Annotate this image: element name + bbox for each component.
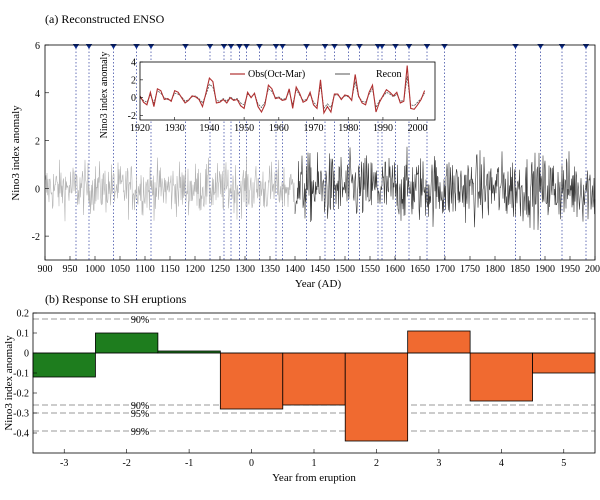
- bar: [95, 332, 159, 354]
- x-tick-label: 1100: [135, 264, 155, 275]
- inset-y-ticks: -2 0 2 4: [128, 58, 143, 122]
- y-tick-label: -0.4: [13, 429, 29, 440]
- x-tick-label: 1: [312, 458, 317, 469]
- threshold-label: 90%: [131, 315, 149, 326]
- inset-legend: Obs(Oct-Mar) Recon: [230, 69, 402, 80]
- inset-x-tick-label: 1920: [130, 123, 150, 134]
- inset-y-tick-label: 0: [131, 93, 136, 104]
- panel-b-thresholds: 90%90%95%99%: [33, 315, 595, 438]
- panel-b: (b) Response to SH eruptions 90%90%95%99…: [3, 292, 596, 484]
- x-tick-label: 2: [374, 458, 379, 469]
- x-tick-label: 1150: [160, 264, 180, 275]
- x-tick-label: 1800: [485, 264, 505, 275]
- panel-a-x-ticks: 900 950 1000 1050 1100 1150 1200 1250 1300 1350 14…: [38, 256, 600, 275]
- x-tick-label: -1: [185, 458, 193, 469]
- panel-a-series: [44, 146, 596, 231]
- inset-obs-line: [139, 65, 426, 115]
- x-tick-label: 900: [38, 264, 53, 275]
- x-tick-label: 950: [63, 264, 78, 275]
- x-tick-label: 5: [561, 458, 566, 469]
- bar: [469, 352, 533, 402]
- x-tick-label: 2000: [585, 264, 600, 275]
- x-tick-label: 1300: [235, 264, 255, 275]
- inset-x-tick-label: 1980: [338, 123, 358, 134]
- x-tick-label: 1500: [335, 264, 355, 275]
- x-tick-label: 1200: [185, 264, 205, 275]
- panel-b-y-ticks: -0.4 -0.3 -0.2 -0.1 0 0.1 0.2: [13, 309, 37, 440]
- x-tick-label: 1350: [260, 264, 280, 275]
- x-tick-label: -3: [60, 458, 68, 469]
- y-tick-label: 0.1: [17, 329, 30, 340]
- bar: [282, 352, 346, 406]
- y-tick-label: 4: [35, 89, 40, 100]
- x-tick-label: 1050: [110, 264, 130, 275]
- inset-y-tick-label: 2: [131, 75, 136, 86]
- x-tick-label: 1750: [460, 264, 480, 275]
- inset-x-ticks: 1920 1930 1940 1950 1960 1970 1980 1990 2000: [130, 117, 428, 134]
- x-tick-label: 1950: [560, 264, 580, 275]
- y-tick-label: 0: [24, 349, 29, 360]
- panel-b-bars: [32, 330, 596, 442]
- inset-x-tick-label: 2000: [408, 123, 428, 134]
- x-tick-label: 3: [436, 458, 441, 469]
- y-tick-label: -0.3: [13, 409, 29, 420]
- inset-y-tick-label: -2: [128, 111, 136, 122]
- inset-x-tick-label: 1940: [199, 123, 219, 134]
- x-tick-label: 1650: [410, 264, 430, 275]
- panel-b-ylabel: Nino3 index anomaly: [3, 335, 15, 431]
- legend-obs-label: Obs(Oct-Mar): [248, 69, 305, 80]
- inset-y-tick-label: 4: [131, 58, 136, 69]
- x-tick-label: 0: [249, 458, 254, 469]
- recon-series-late: [294, 146, 596, 231]
- x-tick-label: 1250: [210, 264, 230, 275]
- x-tick-label: 1450: [310, 264, 330, 275]
- inset-ylabel: Nino3 index anomaly: [99, 52, 110, 139]
- panel-b-title: (b) Response to SH eruptions: [45, 292, 187, 306]
- y-tick-label: 6: [35, 41, 40, 52]
- legend-recon-label: Recon: [376, 69, 402, 80]
- x-tick-label: 4: [499, 458, 504, 469]
- bar: [407, 330, 471, 354]
- x-tick-label: 1550: [360, 264, 380, 275]
- x-tick-label: -2: [122, 458, 130, 469]
- x-tick-label: 1900: [535, 264, 555, 275]
- inset-chart: 1920 1930 1940 1950 1960 1970 1980 1990 2000 -2 0…: [99, 52, 436, 139]
- x-tick-label: 1850: [510, 264, 530, 275]
- panel-a-xlabel: Year (AD): [295, 278, 342, 290]
- inset-x-tick-label: 1950: [234, 123, 254, 134]
- inset-recon-line: [139, 76, 425, 110]
- x-tick-label: 1400: [285, 264, 305, 275]
- x-tick-label: 1700: [435, 264, 455, 275]
- inset-x-tick-label: 1930: [165, 123, 185, 134]
- inset-x-tick-label: 1990: [373, 123, 393, 134]
- y-tick-label: 2: [35, 137, 40, 148]
- y-tick-label: 0.2: [17, 309, 30, 320]
- x-tick-label: 1600: [385, 264, 405, 275]
- bar: [532, 352, 596, 374]
- panel-a-y-ticks: -2 0 2 4 6: [32, 41, 49, 243]
- inset-series: [139, 65, 426, 115]
- panel-a: (a) Reconstructed ENSO 900 950 1000 1050 110…: [10, 12, 600, 290]
- y-tick-label: -0.2: [13, 389, 29, 400]
- y-tick-label: 0: [35, 184, 40, 195]
- x-tick-label: 1000: [85, 264, 105, 275]
- bar: [32, 352, 96, 378]
- inset-x-tick-label: 1970: [304, 123, 324, 134]
- recon-series-early: [44, 156, 296, 222]
- inset-frame: [139, 61, 436, 121]
- panel-b-x-ticks: -3 -2 -1 0 1 2 3 4 5: [60, 449, 566, 469]
- panel-a-ylabel: Nino3 index anomaly: [10, 105, 22, 201]
- threshold-label: 95%: [131, 409, 149, 420]
- panel-b-xlabel: Year from eruption: [272, 472, 356, 484]
- threshold-label: 99%: [131, 427, 149, 438]
- y-tick-label: -2: [32, 232, 40, 243]
- bar: [219, 352, 284, 410]
- inset-x-tick-label: 1960: [269, 123, 289, 134]
- y-tick-label: -0.1: [13, 369, 29, 380]
- bar: [344, 352, 409, 442]
- panel-a-title: (a) Reconstructed ENSO: [45, 12, 165, 26]
- threshold-label: 90%: [131, 401, 149, 412]
